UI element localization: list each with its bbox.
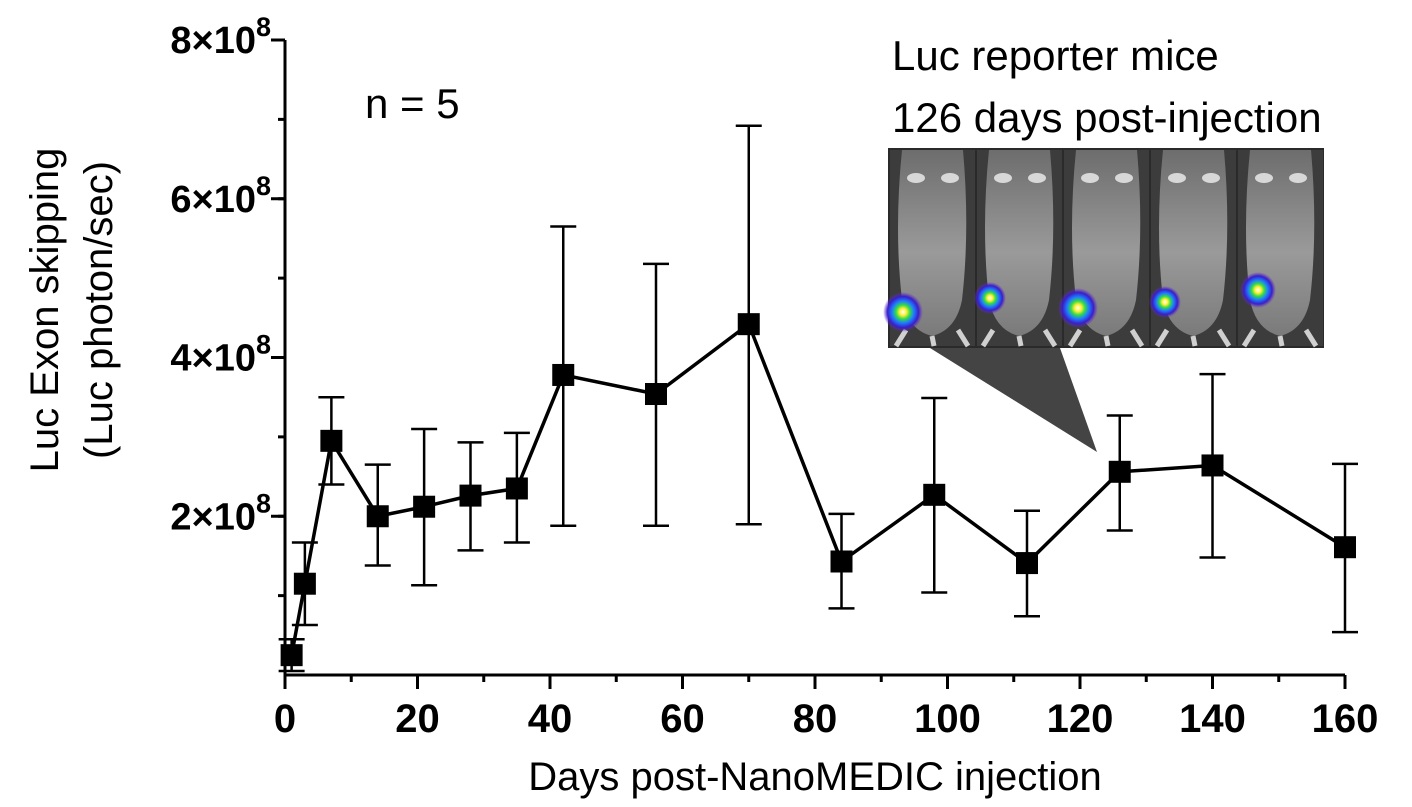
- bioluminescence-image: [883, 148, 1324, 348]
- x-tick-label: 120: [1047, 697, 1114, 741]
- inset-title-line1: Luc reporter mice: [892, 32, 1219, 79]
- luminescence-spot: [883, 292, 923, 332]
- series-line: [289, 322, 1346, 656]
- y-tick-label: 2×108: [170, 488, 271, 538]
- data-point: [737, 313, 760, 336]
- series-layer: [278, 124, 1358, 673]
- mouse-image: [1058, 150, 1149, 348]
- x-tick-label: 160: [1312, 697, 1379, 741]
- luminescence-spot: [974, 282, 1006, 314]
- data-point: [1334, 536, 1356, 559]
- mouse-image: [974, 150, 1062, 348]
- y-ticks: 2×108 4×108 6×108 8×108: [170, 12, 285, 598]
- data-point: [366, 505, 389, 528]
- x-tick-label: 140: [1179, 697, 1246, 741]
- mouse-image: [1149, 150, 1236, 348]
- y-tick-label: 8×108: [170, 12, 271, 62]
- data-point: [320, 429, 343, 452]
- y-axis-title-line1: Luc Exon skipping: [23, 148, 67, 473]
- data-point: [505, 477, 528, 500]
- data-point: [923, 483, 946, 506]
- y-tick-label: 4×108: [170, 330, 271, 380]
- data-point: [552, 363, 575, 386]
- x-ticks: 0 20 40 60 80 100 120 140 160: [274, 675, 1379, 741]
- luminescence-spot: [1058, 288, 1098, 328]
- x-tick-label: 0: [274, 697, 296, 741]
- data-point: [1201, 454, 1224, 477]
- data-point: [459, 484, 482, 507]
- inset: Luc reporter mice 126 days post-injectio…: [883, 32, 1324, 452]
- data-point: [645, 383, 667, 406]
- data-point: [1108, 460, 1131, 483]
- mouse-image: [1238, 150, 1323, 348]
- data-point: [293, 572, 316, 595]
- x-axis-title: Days post-NanoMEDIC injection: [528, 755, 1102, 799]
- data-point: [830, 550, 853, 573]
- x-tick-label: 100: [914, 697, 981, 741]
- inset-pointer: [930, 348, 1097, 452]
- luminescence-spot: [1149, 286, 1181, 318]
- y-tick-label: 6×108: [170, 171, 271, 221]
- mouse-image: [883, 150, 975, 348]
- data-point: [1016, 552, 1038, 575]
- data-point: [413, 495, 436, 518]
- y-axis-title-line2: (Luc photon/sec): [77, 161, 121, 459]
- x-tick-label: 40: [528, 697, 573, 741]
- data-point: [280, 644, 303, 667]
- x-tick-label: 20: [395, 697, 440, 741]
- inset-title-line2: 126 days post-injection: [892, 94, 1322, 141]
- x-tick-label: 80: [793, 697, 838, 741]
- x-tick-label: 60: [660, 697, 705, 741]
- n-label: n = 5: [365, 80, 460, 127]
- luminescence-spot: [1240, 272, 1276, 308]
